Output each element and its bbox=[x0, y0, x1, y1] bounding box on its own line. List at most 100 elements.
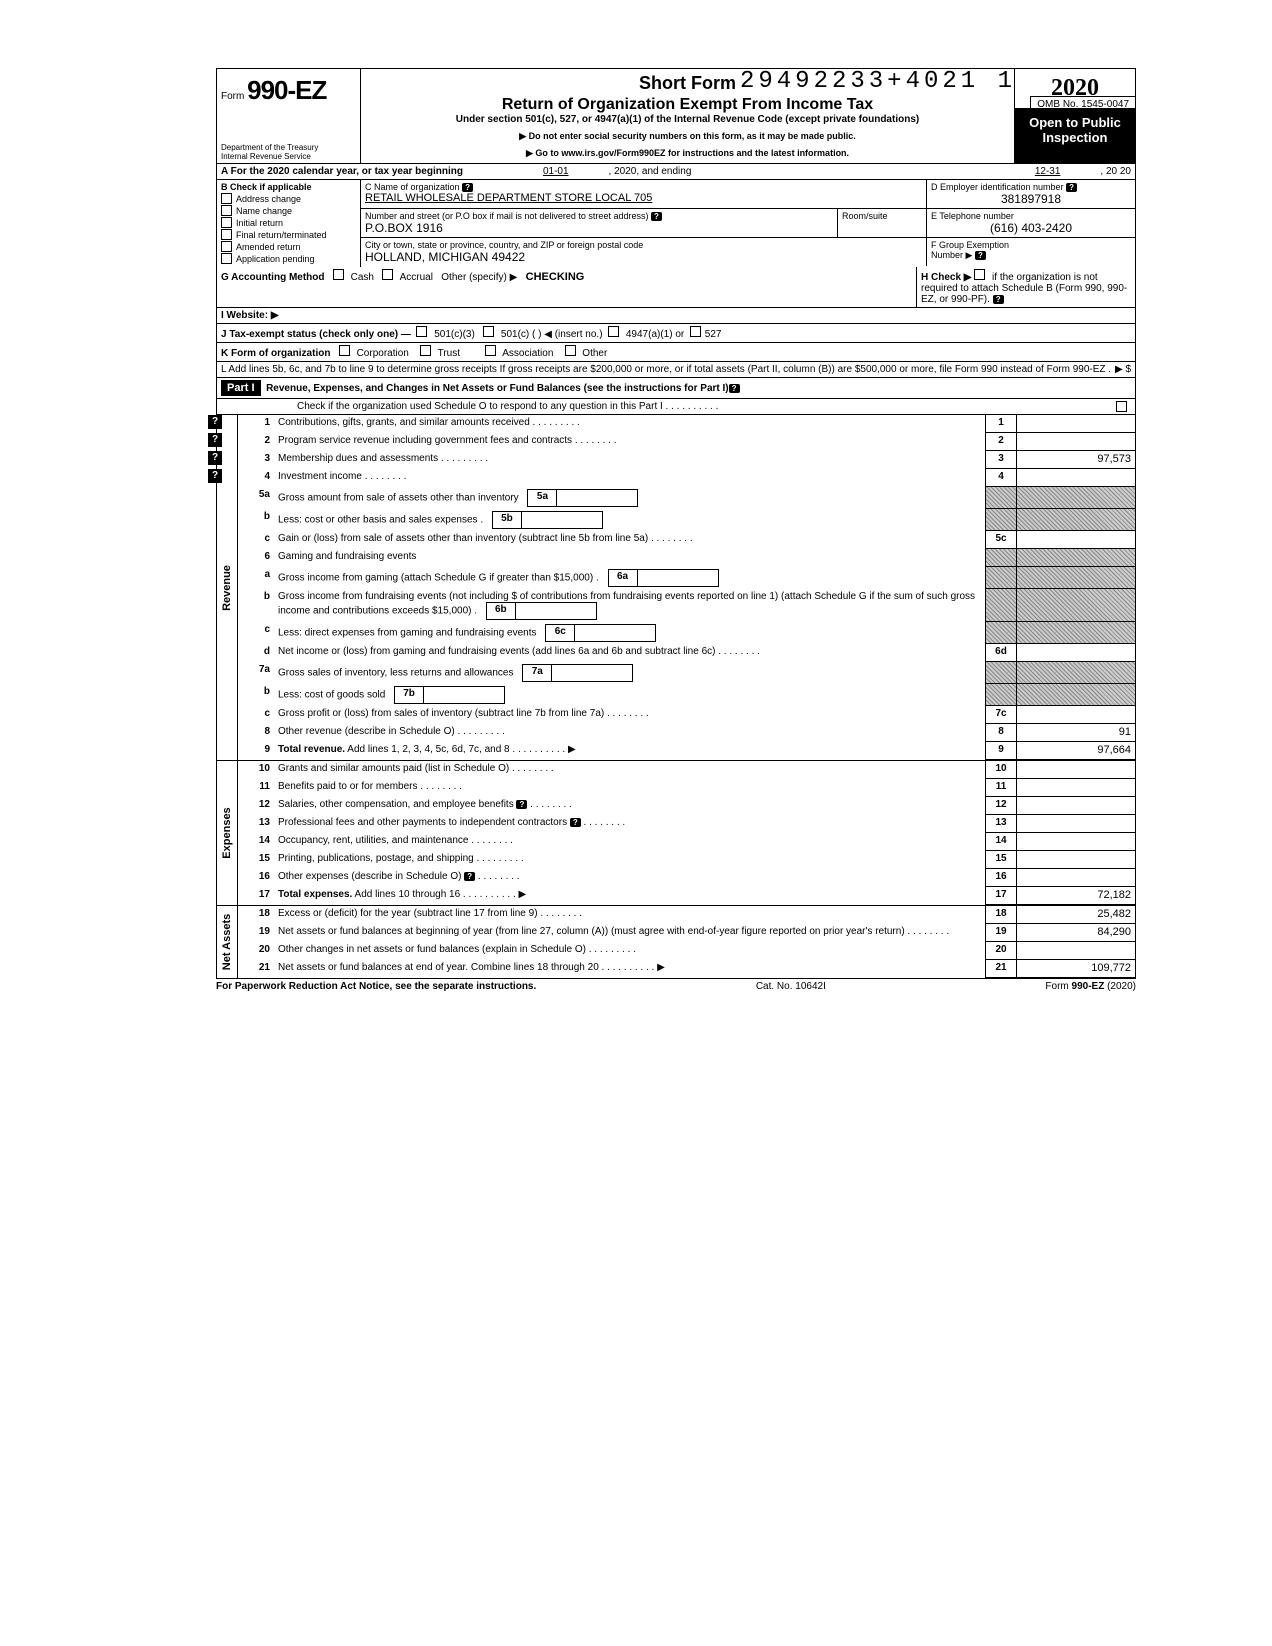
line-desc: Less: direct expenses from gaming and fu… bbox=[274, 622, 985, 644]
line-num: c bbox=[238, 622, 274, 644]
line-num: b bbox=[238, 509, 274, 531]
line-c: cGross profit or (loss) from sales of in… bbox=[238, 706, 1135, 724]
line-num: 18 bbox=[238, 906, 274, 924]
chk-name[interactable]: Name change bbox=[221, 205, 356, 216]
line-desc: Gaming and fundraising events bbox=[274, 549, 985, 567]
chk-cash[interactable] bbox=[333, 269, 344, 280]
line-box-num bbox=[985, 567, 1016, 589]
line-box-val bbox=[1016, 815, 1135, 833]
chk-other[interactable] bbox=[565, 345, 576, 356]
help-icon: ? bbox=[993, 295, 1004, 304]
line-box-num: 13 bbox=[985, 815, 1016, 833]
line-num: 6 bbox=[238, 549, 274, 567]
line-num: c bbox=[238, 706, 274, 724]
line-box-val bbox=[1016, 549, 1135, 567]
line-box-num bbox=[985, 549, 1016, 567]
line-box-num: 19 bbox=[985, 924, 1016, 942]
line-desc: Gross income from gaming (attach Schedul… bbox=[274, 567, 985, 589]
line-box-val bbox=[1016, 779, 1135, 797]
f-group: F Group Exemption Number ▶ ? bbox=[927, 238, 1135, 266]
line-num: 17 bbox=[238, 887, 274, 905]
chk-assoc[interactable] bbox=[485, 345, 496, 356]
help-icon: ? bbox=[462, 183, 473, 192]
line-num: b bbox=[238, 684, 274, 706]
col-b: B Check if applicable Address change Nam… bbox=[217, 180, 361, 267]
line-7a: 7aGross sales of inventory, less returns… bbox=[238, 662, 1135, 684]
line-desc: Grants and similar amounts paid (list in… bbox=[274, 761, 985, 779]
line-desc: Membership dues and assessments . . . . … bbox=[274, 451, 985, 469]
chk-final[interactable]: Final return/terminated bbox=[221, 229, 356, 240]
line-box-val bbox=[1016, 415, 1135, 433]
line-box-num: 20 bbox=[985, 942, 1016, 960]
line-num: 21 bbox=[238, 960, 274, 978]
line-num: d bbox=[238, 644, 274, 662]
row-i: I Website: ▶ bbox=[216, 308, 1136, 324]
side-revenue: Revenue bbox=[217, 415, 238, 760]
chk-initial[interactable]: Initial return bbox=[221, 217, 356, 228]
under-section: Under section 501(c), 527, or 4947(a)(1)… bbox=[367, 114, 1008, 125]
line-box-val bbox=[1016, 531, 1135, 549]
line-box-num: 7c bbox=[985, 706, 1016, 724]
chk-corp[interactable] bbox=[339, 345, 350, 356]
line-box-val bbox=[1016, 797, 1135, 815]
chk-501c3[interactable] bbox=[416, 326, 427, 337]
line-num: 9 bbox=[238, 742, 274, 760]
line-box-num bbox=[985, 622, 1016, 644]
line-num: 19 bbox=[238, 924, 274, 942]
chk-schedule-o[interactable] bbox=[1116, 401, 1127, 412]
line-box-val bbox=[1016, 487, 1135, 509]
street-value: P.O.BOX 1916 bbox=[365, 221, 443, 235]
line-19: 19Net assets or fund balances at beginni… bbox=[238, 924, 1135, 942]
line-box-num: 1 bbox=[985, 415, 1016, 433]
part1-label: Part I bbox=[221, 380, 261, 396]
line-desc: Program service revenue including govern… bbox=[274, 433, 985, 451]
line-box-num: 14 bbox=[985, 833, 1016, 851]
revenue-section: Revenue 1Contributions, gifts, grants, a… bbox=[216, 415, 1136, 761]
chk-h[interactable] bbox=[974, 269, 985, 280]
line-box-val bbox=[1016, 567, 1135, 589]
line-num: 5a bbox=[238, 487, 274, 509]
row-a: A For the 2020 calendar year, or tax yea… bbox=[216, 164, 1136, 180]
line-1: 1Contributions, gifts, grants, and simil… bbox=[238, 415, 1135, 433]
footer-mid: Cat. No. 10642I bbox=[756, 981, 826, 992]
a-label: A For the 2020 calendar year, or tax yea… bbox=[221, 166, 463, 177]
inner-box-7b: 7b bbox=[394, 686, 505, 704]
line-num: 13 bbox=[238, 815, 274, 833]
return-title: Return of Organization Exempt From Incom… bbox=[367, 96, 1008, 114]
line-box-val: 72,182 bbox=[1016, 887, 1135, 905]
line-desc: Professional fees and other payments to … bbox=[274, 815, 985, 833]
line-box-val bbox=[1016, 851, 1135, 869]
chk-501c[interactable] bbox=[483, 326, 494, 337]
help-icon: ? bbox=[1066, 183, 1077, 192]
chk-amended[interactable]: Amended return bbox=[221, 241, 356, 252]
footer-right: Form 990-EZ (2020) bbox=[1045, 981, 1136, 992]
line-box-val bbox=[1016, 706, 1135, 724]
line-desc: Less: cost of goods sold 7b bbox=[274, 684, 985, 706]
form-number: Form 990-EZ bbox=[221, 75, 356, 106]
inner-box-7a: 7a bbox=[522, 664, 633, 682]
line-desc: Net assets or fund balances at end of ye… bbox=[274, 960, 985, 978]
line-box-val bbox=[1016, 833, 1135, 851]
line-box-num bbox=[985, 684, 1016, 706]
side-netassets: Net Assets bbox=[217, 906, 238, 978]
row-j: J Tax-exempt status (check only one) — 5… bbox=[216, 324, 1136, 343]
line-box-val: 97,664 bbox=[1016, 742, 1135, 760]
chk-4947[interactable] bbox=[608, 326, 619, 337]
chk-527[interactable] bbox=[690, 326, 701, 337]
line-box-num: 9 bbox=[985, 742, 1016, 760]
chk-pending[interactable]: Application pending bbox=[221, 253, 356, 264]
line-desc: Gross amount from sale of assets other t… bbox=[274, 487, 985, 509]
info-block: B Check if applicable Address change Nam… bbox=[216, 180, 1136, 267]
line-num: 11 bbox=[238, 779, 274, 797]
chk-accrual[interactable] bbox=[382, 269, 393, 280]
chk-trust[interactable] bbox=[420, 345, 431, 356]
line-box-val: 25,482 bbox=[1016, 906, 1135, 924]
col-cdef: C Name of organization ? RETAIL WHOLESAL… bbox=[361, 180, 1135, 267]
help-icon: ? bbox=[208, 451, 222, 465]
room-suite: Room/suite bbox=[837, 209, 926, 237]
phone-value: (616) 403-2420 bbox=[931, 221, 1131, 235]
header-right: 2020 Open to Public Inspection bbox=[1014, 69, 1135, 163]
inner-box-6b: 6b bbox=[486, 602, 597, 620]
a-end: 12-31 bbox=[1035, 166, 1061, 177]
chk-address[interactable]: Address change bbox=[221, 193, 356, 204]
